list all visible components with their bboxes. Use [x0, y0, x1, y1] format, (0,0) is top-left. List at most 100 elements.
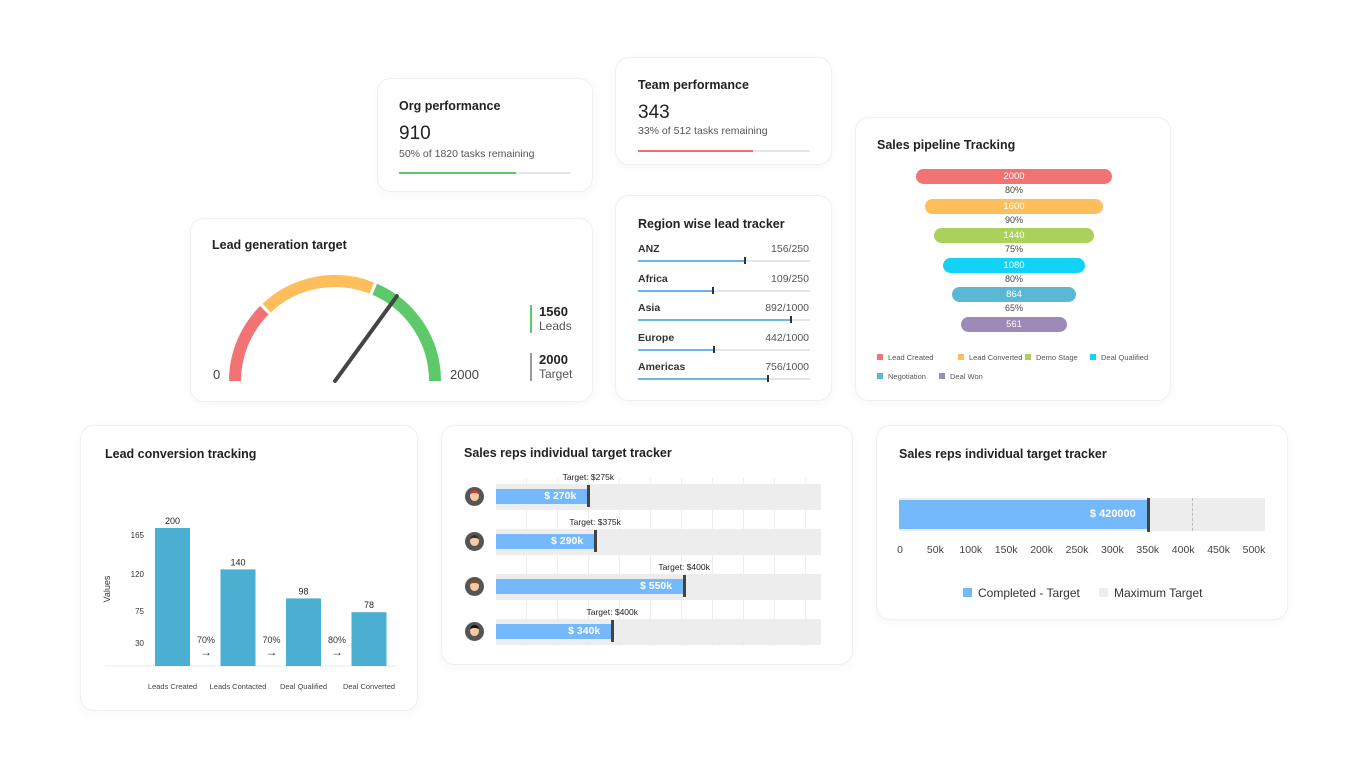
- legend-label: Negotiation: [888, 372, 926, 381]
- leads-value: 1560: [539, 304, 568, 319]
- legend-label: Completed - Target: [978, 586, 1080, 600]
- funnel-stage: 2000: [916, 169, 1112, 184]
- region-progress-fill: [638, 260, 746, 262]
- region-count: 756/1000: [765, 361, 809, 373]
- legend-swatch: [963, 588, 972, 597]
- target-label: Target: [539, 367, 573, 381]
- avatar-face: [470, 625, 479, 636]
- lead-generation-card: Lead generation target 0 2000 1560 Leads…: [190, 218, 593, 402]
- target-marker: [611, 620, 615, 642]
- lead-conversion-card: Lead conversion tracking Values 30 75 120 16…: [80, 425, 418, 711]
- region-marker: [744, 257, 747, 264]
- y-tick-label: 165: [131, 531, 145, 540]
- legend-label: Deal Qualified: [1101, 353, 1149, 362]
- x-tick-label: 500k: [1242, 544, 1266, 556]
- gauge-needle: [333, 294, 399, 383]
- card-title: Region wise lead tracker: [638, 217, 785, 231]
- card-title: Lead generation target: [212, 238, 347, 252]
- region-count: 109/250: [771, 272, 809, 285]
- stage-value: 1600: [1003, 200, 1025, 212]
- x-tick-label: Leads Created: [148, 682, 197, 691]
- region-count: 892/1000: [765, 302, 809, 314]
- conversion-rate: 65%: [1004, 303, 1023, 313]
- avatar: [465, 622, 484, 641]
- target-marker: [594, 530, 598, 552]
- region-marker: [713, 345, 716, 353]
- bar: [351, 612, 387, 666]
- x-tick-label: 0: [897, 544, 903, 556]
- bar-value-label: 200: [165, 516, 180, 526]
- conversion-rate: 75%: [1004, 244, 1023, 254]
- x-tick-label: 100k: [959, 544, 983, 556]
- chart-title: Sales reps individual target tracker: [899, 447, 1107, 461]
- bar: $ 340k: [496, 624, 613, 639]
- legend-item: Negotiation: [877, 372, 926, 381]
- team-subtitle: 33% of 512 tasks remaining: [638, 125, 768, 137]
- team-performance-card: Team performance 343 33% of 512 tasks re…: [615, 57, 832, 165]
- legend-item: Lead Created: [877, 353, 933, 362]
- arrow-right-icon: →: [200, 645, 212, 659]
- avatar-face: [470, 490, 479, 501]
- stage-value: 864: [1006, 289, 1022, 300]
- bar: [286, 598, 321, 666]
- bar: [220, 569, 256, 666]
- legend-swatch: [877, 354, 883, 360]
- conversion-rate: 70%: [262, 635, 280, 645]
- bar: $ 550k: [496, 579, 685, 594]
- y-tick-label: 75: [135, 607, 144, 616]
- avatar: [465, 577, 484, 596]
- x-tick-label: 450k: [1207, 544, 1230, 556]
- legend-label: Deal Won: [950, 372, 983, 381]
- maximum-marker: [1191, 498, 1193, 531]
- chart-title: Sales reps individual target tracker: [464, 446, 672, 460]
- x-tick-label: 150k: [994, 544, 1018, 556]
- legend-item: Deal Qualified: [1090, 353, 1148, 362]
- target-label: Target: $375k: [569, 517, 621, 527]
- conversion-rate: 80%: [328, 635, 346, 645]
- org-subtitle: 50% of 1820 tasks remaining: [399, 148, 535, 160]
- conversion-rate: 80%: [1004, 185, 1023, 195]
- x-tick-label: Leads Contacted: [210, 682, 267, 691]
- legend-item: Deal Won: [939, 372, 983, 381]
- region-progress-fill: [638, 378, 769, 380]
- legend-swatch: [958, 354, 964, 360]
- conversion-rate: 80%: [1004, 273, 1023, 284]
- region-progress-bar: [638, 257, 810, 264]
- avatar: [465, 532, 484, 551]
- progress-fill: [399, 172, 516, 174]
- region-marker: [711, 286, 714, 294]
- stage-value: 561: [1006, 318, 1022, 330]
- team-progress-bar: [638, 150, 810, 152]
- progress-fill: [638, 150, 754, 152]
- legend-item: Maximum Target: [1099, 586, 1202, 600]
- legend-item: Completed - Target: [963, 586, 1080, 600]
- arrow-right-icon: →: [331, 645, 343, 659]
- region-progress-bar: [638, 286, 810, 294]
- target-stat: 2000 Target: [530, 353, 572, 381]
- region-progress-bar: [638, 345, 810, 353]
- legend-swatch: [1025, 354, 1031, 360]
- region-count: 156/250: [771, 243, 809, 255]
- avatar-face: [470, 535, 479, 546]
- legend-label: Lead Created: [888, 353, 934, 362]
- legend-label: Demo Stage: [1036, 353, 1078, 362]
- org-progress-bar: [399, 172, 571, 174]
- bar-value-label: 98: [298, 586, 308, 596]
- completed-bar: $ 420000: [899, 500, 1148, 529]
- region-progress-fill: [638, 289, 713, 292]
- legend-swatch: [1099, 588, 1108, 597]
- region-lead-tracker-card: Region wise lead tracker ANZ 156/250 Afric…: [615, 195, 832, 401]
- stage-value: 2000: [1003, 171, 1025, 182]
- legend-item: Lead Converted: [958, 353, 1022, 362]
- org-value: 910: [399, 123, 431, 144]
- x-tick-label: 250k: [1065, 544, 1089, 556]
- region-progress-fill: [638, 348, 715, 351]
- legend-swatch: [939, 373, 945, 379]
- team-value: 343: [638, 102, 670, 123]
- y-tick-label: 30: [135, 639, 144, 648]
- y-axis-label: Values: [102, 575, 112, 602]
- sales-reps-target-card: Sales reps individual target tracker $ 4…: [876, 425, 1288, 620]
- gauge-segment-orange: [262, 275, 375, 313]
- funnel-stage: 864: [952, 287, 1076, 302]
